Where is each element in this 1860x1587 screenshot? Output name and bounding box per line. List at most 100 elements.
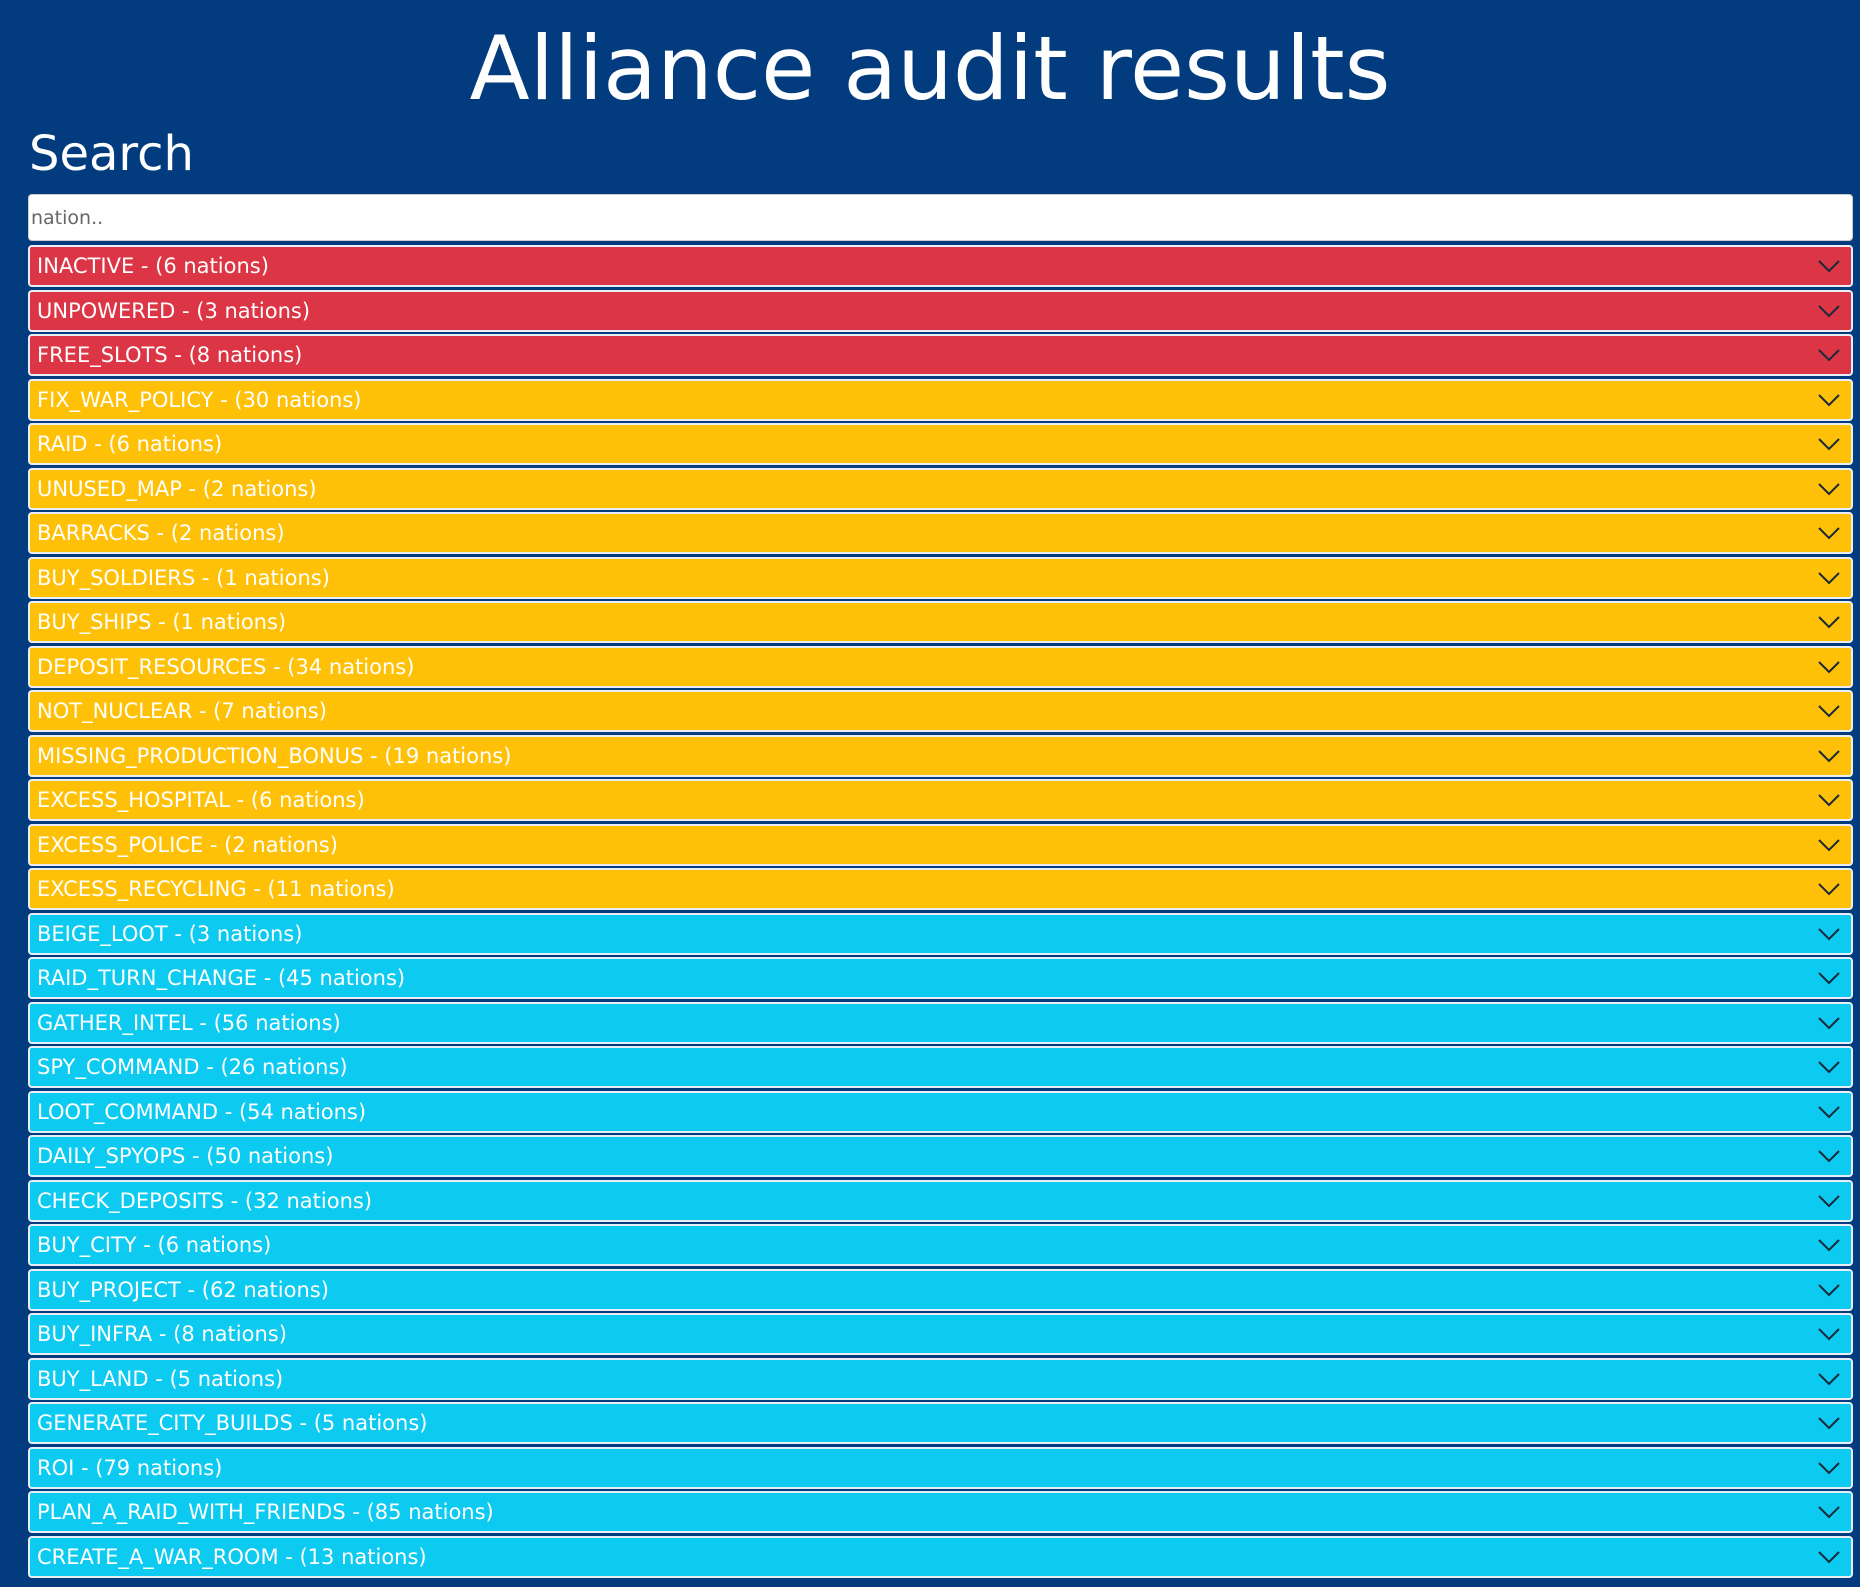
chevron — [1818, 571, 1840, 584]
chevron-icon — [1818, 393, 1840, 406]
audit-row[interactable]: EXCESS_POLICE - (2 nations) — [28, 823, 1853, 866]
chevron — [1818, 972, 1840, 985]
search-input[interactable] — [28, 194, 1853, 241]
audit-row[interactable]: RAID_TURN_CHANGE - (45 nations) — [28, 957, 1853, 999]
chevron — [1818, 927, 1840, 940]
audit-row-label: BUY_SOLDIERS - (1 nations) — [37, 565, 330, 590]
audit-row-label: GENERATE_CITY_BUILDS - (5 nations) — [37, 1411, 428, 1435]
chevron-icon — [1818, 1417, 1840, 1430]
audit-row[interactable]: BUY_SOLDIERS - (1 nations) — [28, 556, 1853, 599]
audit-row-label: RAID_TURN_CHANGE - (45 nations) — [37, 966, 406, 990]
chevron — [1818, 438, 1840, 451]
chevron — [1818, 1239, 1840, 1252]
chevron-icon — [1818, 527, 1840, 540]
audit-row-label: GATHER_INTEL - (56 nations) — [37, 1010, 341, 1035]
chevron-icon — [1818, 883, 1840, 896]
audit-row-label: NOT_NUCLEAR - (7 nations) — [37, 699, 327, 723]
audit-row[interactable]: GATHER_INTEL - (56 nations) — [28, 1001, 1853, 1044]
audit-row-label: EXCESS_POLICE - (2 nations) — [37, 832, 338, 857]
audit-row[interactable]: BUY_CITY - (6 nations) — [28, 1224, 1853, 1266]
chevron — [1818, 883, 1840, 896]
chevron-icon — [1818, 1283, 1840, 1296]
chevron-icon — [1818, 1194, 1840, 1207]
chevron — [1818, 304, 1840, 317]
audit-row[interactable]: SPY_COMMAND - (26 nations) — [28, 1046, 1853, 1088]
audit-row[interactable]: DAILY_SPYOPS - (50 nations) — [28, 1135, 1853, 1177]
chevron — [1818, 1150, 1840, 1163]
audit-row-label: INACTIVE - (6 nations) — [37, 254, 269, 278]
audit-row[interactable]: BUY_LAND - (5 nations) — [28, 1357, 1853, 1400]
audit-row[interactable]: ROI - (79 nations) — [28, 1446, 1853, 1489]
chevron — [1818, 393, 1840, 406]
audit-row-label: UNUSED_MAP - (2 nations) — [37, 476, 317, 501]
chevron — [1818, 749, 1840, 762]
audit-row[interactable]: GENERATE_CITY_BUILDS - (5 nations) — [28, 1402, 1853, 1444]
chevron — [1818, 349, 1840, 362]
audit-row[interactable]: CHECK_DEPOSITS - (32 nations) — [28, 1179, 1853, 1222]
audit-row[interactable]: CREATE_A_WAR_ROOM - (13 nations) — [28, 1535, 1853, 1578]
audit-row[interactable]: BUY_PROJECT - (62 nations) — [28, 1268, 1853, 1311]
chevron — [1818, 1283, 1840, 1296]
audit-row-label: BUY_PROJECT - (62 nations) — [37, 1277, 329, 1302]
audit-row-label: RAID - (6 nations) — [37, 432, 223, 456]
search-label: Search — [29, 126, 194, 182]
audit-row[interactable]: LOOT_COMMAND - (54 nations) — [28, 1090, 1853, 1133]
audit-row[interactable]: UNUSED_MAP - (2 nations) — [28, 467, 1853, 510]
chevron-icon — [1818, 482, 1840, 495]
audit-row-label: BUY_LAND - (5 nations) — [37, 1366, 284, 1391]
audit-row-label: DEPOSIT_RESOURCES - (34 nations) — [37, 654, 415, 679]
audit-row[interactable]: BEIGE_LOOT - (3 nations) — [28, 912, 1853, 955]
audit-row-label: BUY_CITY - (6 nations) — [37, 1233, 272, 1257]
audit-row-label: BUY_SHIPS - (1 nations) — [37, 610, 287, 634]
chevron — [1818, 1016, 1840, 1029]
chevron-icon — [1818, 1550, 1840, 1563]
audit-row-label: UNPOWERED - (3 nations) — [37, 298, 311, 323]
audit-row-label: DAILY_SPYOPS - (50 nations) — [37, 1144, 334, 1168]
chevron — [1818, 482, 1840, 495]
audit-row[interactable]: UNPOWERED - (3 nations) — [28, 289, 1853, 332]
audit-row-label: FIX_WAR_POLICY - (30 nations) — [37, 387, 362, 412]
audit-row-label: CHECK_DEPOSITS - (32 nations) — [37, 1188, 373, 1213]
audit-row-label: PLAN_A_RAID_WITH_FRIENDS - (85 nations) — [37, 1500, 494, 1524]
audit-row[interactable]: MISSING_PRODUCTION_BONUS - (19 nations) — [28, 734, 1853, 777]
audit-row-label: BEIGE_LOOT - (3 nations) — [37, 921, 303, 946]
audit-row-label: ROI - (79 nations) — [37, 1455, 223, 1480]
audit-row-label: BUY_INFRA - (8 nations) — [37, 1322, 287, 1346]
chevron — [1818, 794, 1840, 807]
chevron-icon — [1818, 571, 1840, 584]
audit-row[interactable]: BUY_INFRA - (8 nations) — [28, 1313, 1853, 1355]
audit-row[interactable]: PLAN_A_RAID_WITH_FRIENDS - (85 nations) — [28, 1491, 1853, 1533]
audit-row-label: CREATE_A_WAR_ROOM - (13 nations) — [37, 1544, 427, 1569]
chevron — [1818, 1105, 1840, 1118]
audit-row[interactable]: FIX_WAR_POLICY - (30 nations) — [28, 378, 1853, 421]
chevron — [1818, 660, 1840, 673]
audit-row-label: FREE_SLOTS - (8 nations) — [37, 343, 303, 367]
chevron — [1818, 838, 1840, 851]
chevron-icon — [1818, 304, 1840, 317]
audit-row-label: BARRACKS - (2 nations) — [37, 521, 285, 545]
audit-row[interactable]: INACTIVE - (6 nations) — [28, 245, 1853, 287]
chevron — [1818, 1461, 1840, 1474]
audit-row[interactable]: BARRACKS - (2 nations) — [28, 512, 1853, 554]
chevron-icon — [1818, 927, 1840, 940]
chevron — [1818, 1194, 1840, 1207]
chevron — [1818, 1550, 1840, 1563]
audit-row-label: MISSING_PRODUCTION_BONUS - (19 nations) — [37, 743, 512, 768]
audit-row[interactable]: NOT_NUCLEAR - (7 nations) — [28, 690, 1853, 732]
chevron — [1818, 1372, 1840, 1385]
chevron — [1818, 260, 1840, 273]
chevron — [1818, 705, 1840, 718]
chevron-icon — [1818, 972, 1840, 985]
audit-row[interactable]: BUY_SHIPS - (1 nations) — [28, 601, 1853, 643]
audit-row-label: EXCESS_RECYCLING - (11 nations) — [37, 877, 395, 901]
audit-row[interactable]: DEPOSIT_RESOURCES - (34 nations) — [28, 645, 1853, 688]
chevron-icon — [1818, 616, 1840, 629]
chevron-icon — [1818, 705, 1840, 718]
audit-row[interactable]: FREE_SLOTS - (8 nations) — [28, 334, 1853, 376]
chevron — [1818, 1506, 1840, 1519]
chevron-icon — [1818, 1506, 1840, 1519]
audit-row[interactable]: EXCESS_RECYCLING - (11 nations) — [28, 868, 1853, 910]
audit-row[interactable]: EXCESS_HOSPITAL - (6 nations) — [28, 779, 1853, 821]
chevron-icon — [1818, 349, 1840, 362]
audit-row[interactable]: RAID - (6 nations) — [28, 423, 1853, 465]
